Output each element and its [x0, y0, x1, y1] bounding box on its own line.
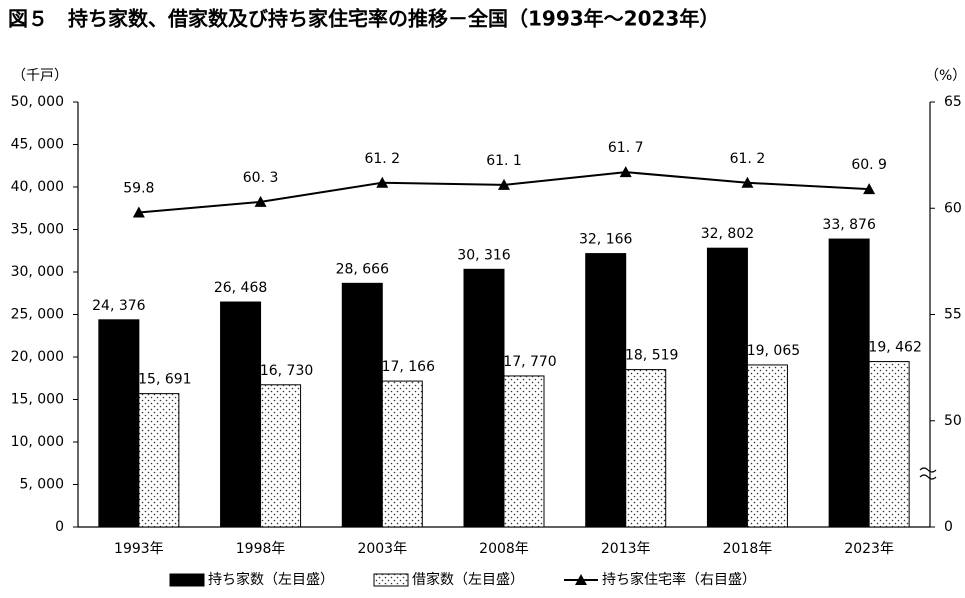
y-tick-label: 40, 000 [11, 179, 64, 195]
data-label: 60. 3 [243, 170, 279, 186]
x-tick-label: 2003年 [357, 541, 407, 557]
data-label: 17, 770 [503, 354, 556, 370]
bar [463, 268, 505, 528]
y2-axis-label: （%） [925, 68, 965, 84]
y-tick-label: 50, 000 [11, 94, 64, 110]
x-tick-label: 1993年 [114, 541, 164, 557]
x-tick-label: 2008年 [479, 541, 529, 557]
data-label: 60. 9 [851, 157, 887, 173]
legend-swatch [575, 574, 587, 585]
y-tick-label: 45, 000 [11, 137, 64, 153]
y2-tick-label: 0 [944, 519, 953, 535]
x-tick-label: 2023年 [844, 541, 894, 557]
data-label: 28, 666 [336, 261, 390, 277]
marker [498, 178, 510, 190]
data-label: 26, 468 [214, 280, 267, 296]
data-label: 15, 691 [138, 372, 191, 388]
data-label: 61. 7 [608, 140, 644, 156]
bar [625, 369, 667, 528]
data-label: 61. 2 [730, 151, 766, 167]
marker [863, 183, 876, 195]
bar [585, 253, 627, 528]
bar [706, 247, 748, 528]
y-tick-label: 5, 000 [19, 477, 64, 493]
y-tick-label: 10, 000 [11, 434, 64, 450]
marker [376, 176, 389, 188]
y-tick-label: 15, 000 [11, 392, 64, 408]
y2-tick-label: 55 [944, 307, 962, 323]
y2-tick-label: 60 [944, 200, 962, 216]
marker [741, 176, 754, 188]
x-tick-label: 2013年 [601, 541, 651, 557]
marker [132, 206, 145, 218]
legend-swatch [373, 573, 409, 587]
bar [138, 393, 180, 528]
data-label: 30, 316 [457, 247, 511, 263]
data-label: 33, 876 [822, 217, 876, 233]
y-tick-label: 25, 000 [11, 307, 64, 323]
chart-title: 図５ 持ち家数、借家数及び持ち家住宅率の推移－全国（1993年～2023年） [8, 7, 719, 31]
data-label: 59.8 [123, 181, 154, 197]
bar [220, 301, 262, 528]
data-label: 19, 462 [868, 340, 921, 356]
data-label: 32, 802 [701, 226, 754, 242]
bar [828, 238, 870, 528]
y-tick-label: 30, 000 [11, 264, 64, 280]
legend-label: 持ち家住宅率（右目盛） [602, 571, 756, 588]
marker [254, 195, 267, 207]
data-label: 16, 730 [260, 363, 313, 379]
legend-swatch [169, 573, 205, 587]
x-tick-label: 2018年 [723, 541, 773, 557]
data-label: 61. 2 [364, 151, 400, 167]
bar [746, 364, 788, 528]
bar [503, 375, 545, 528]
y-axis-label: （千戸） [12, 68, 68, 84]
bar [868, 361, 910, 528]
axis-break [919, 467, 937, 480]
x-tick-label: 1998年 [236, 541, 286, 557]
bar [260, 384, 302, 528]
marker [619, 166, 632, 178]
data-label: 61. 1 [486, 153, 522, 169]
data-label: 19, 065 [747, 343, 800, 359]
data-label: 18, 519 [625, 348, 678, 364]
y-tick-label: 0 [55, 519, 64, 535]
y2-tick-label: 65 [944, 94, 962, 110]
legend-label: 借家数（左目盛） [412, 571, 524, 588]
bar [98, 319, 140, 528]
bar [381, 380, 423, 528]
bar [341, 282, 383, 528]
legend-label: 持ち家数（左目盛） [208, 571, 334, 588]
y2-tick-label: 50 [944, 413, 962, 429]
y-tick-label: 20, 000 [11, 349, 64, 365]
y-tick-label: 35, 000 [11, 222, 64, 238]
data-label: 24, 376 [92, 298, 146, 314]
data-label: 32, 166 [579, 232, 633, 248]
data-label: 17, 166 [382, 359, 436, 375]
